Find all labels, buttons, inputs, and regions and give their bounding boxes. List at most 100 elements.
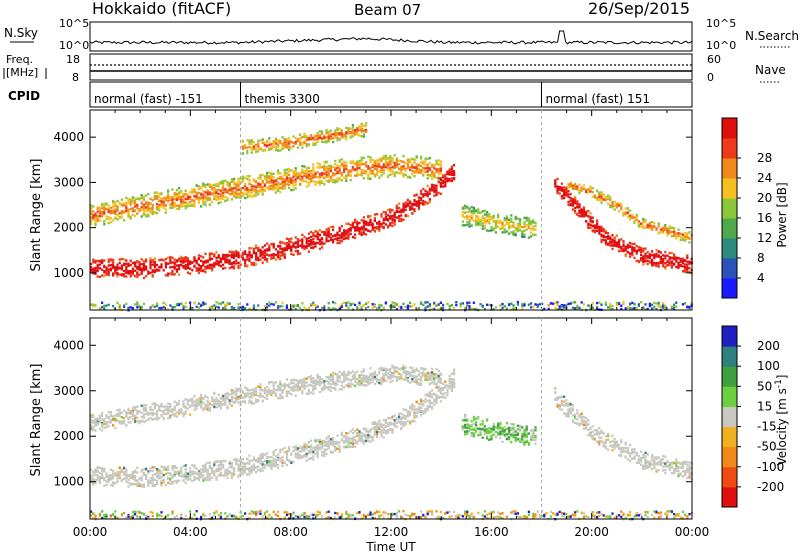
range-gate-cell [510,231,513,234]
range-gate-cell [261,173,264,177]
range-gate-cell [312,301,315,304]
range-gate-cell [98,419,101,423]
range-gate-cell [446,177,449,180]
range-gate-cell [338,241,341,245]
range-gate-cell [184,207,187,210]
range-gate-cell [670,251,673,255]
range-gate-cell [580,209,583,212]
range-gate-cell [147,479,150,482]
range-gate-cell [323,160,326,164]
range-gate-cell [556,191,559,195]
range-gate-cell [235,253,238,256]
range-gate-cell [160,414,163,417]
range-gate-cell [244,307,247,310]
range-gate-cell [112,206,115,209]
range-gate-cell [239,196,242,199]
range-gate-cell [380,304,383,307]
range-gate-cell [153,257,156,260]
range-gate-cell [444,175,447,178]
range-gate-cell [149,417,152,420]
range-gate-cell [376,213,379,216]
range-gate-cell [349,174,352,177]
range-gate-cell [180,474,183,478]
range-gate-cell [596,219,599,222]
range-gate-cell [607,232,610,235]
range-gate-cell [103,478,106,482]
range-gate-cell [530,222,533,225]
range-gate-cell [369,177,372,180]
range-gate-cell [488,215,491,218]
range-gate-cell [389,210,392,213]
range-gate-cell [442,176,445,179]
range-gate-cell [615,206,618,209]
range-gate-cell [376,161,379,165]
range-gate-cell [604,231,607,234]
range-gate-cell [356,226,359,229]
range-gate-cell [252,304,255,307]
range-gate-cell [602,238,605,242]
range-gate-cell [512,304,515,307]
range-gate-cell [107,218,110,221]
range-gate-cell [182,402,185,406]
range-gate-cell [371,306,374,309]
range-gate-cell [409,200,412,203]
range-gate-cell [347,235,350,239]
range-gate-cell [635,252,638,255]
range-gate-cell [222,194,225,197]
range-gate-cell [222,181,225,184]
range-gate-cell [290,179,293,182]
range-gate-cell [281,251,284,254]
range-gate-cell [591,302,594,305]
range-gate-cell [105,416,108,419]
range-gate-cell [367,223,370,227]
range-gate-cell [688,271,691,274]
range-gate-cell [321,246,324,249]
range-gate-cell [327,302,330,305]
range-gate-cell [255,263,258,266]
range-gate-cell [486,215,489,218]
range-gate-cell [244,252,247,255]
range-gate-cell [409,168,412,171]
range-gate-cell [571,187,574,191]
range-gate-cell [516,229,519,232]
range-gate-cell [103,307,106,310]
range-gate-cell [241,251,244,255]
range-gate-cell [261,250,264,253]
range-gate-cell [684,302,687,305]
range-gate-cell [525,228,528,231]
range-gate-cell [204,261,207,264]
range-gate-cell [402,218,405,221]
range-gate-cell [646,226,649,229]
range-gate-cell [574,186,577,190]
range-gate-cell [167,191,170,194]
range-gate-cell [226,189,229,192]
range-gate-cell [175,481,178,484]
range-gate-cell [114,414,117,417]
range-gate-cell [101,469,104,473]
range-gate-cell [164,198,167,201]
range-gate-cell [96,275,99,278]
range-gate-cell [94,469,97,472]
range-gate-cell [442,181,445,185]
range-gate-cell [378,176,381,179]
range-gate-cell [477,220,480,223]
range-gate-cell [281,187,284,190]
range-gate-cell [657,301,660,305]
range-gate-cell [140,201,143,204]
range-gate-cell [389,160,392,163]
range-gate-cell [208,253,211,256]
range-gate-cell [200,266,203,269]
range-gate-cell [195,192,198,195]
range-gate-cell [519,219,522,222]
range-gate-cell [301,233,304,237]
range-gate-cell [211,200,214,204]
range-gate-cell [162,417,165,421]
range-gate-cell [523,304,526,307]
range-gate-cell [373,164,376,167]
range-gate-cell [283,173,286,177]
range-gate-cell [387,208,390,212]
range-gate-cell [411,207,414,211]
range-gate-cell [250,183,253,187]
range-gate-cell [281,301,284,304]
range-gate-cell [200,196,203,199]
